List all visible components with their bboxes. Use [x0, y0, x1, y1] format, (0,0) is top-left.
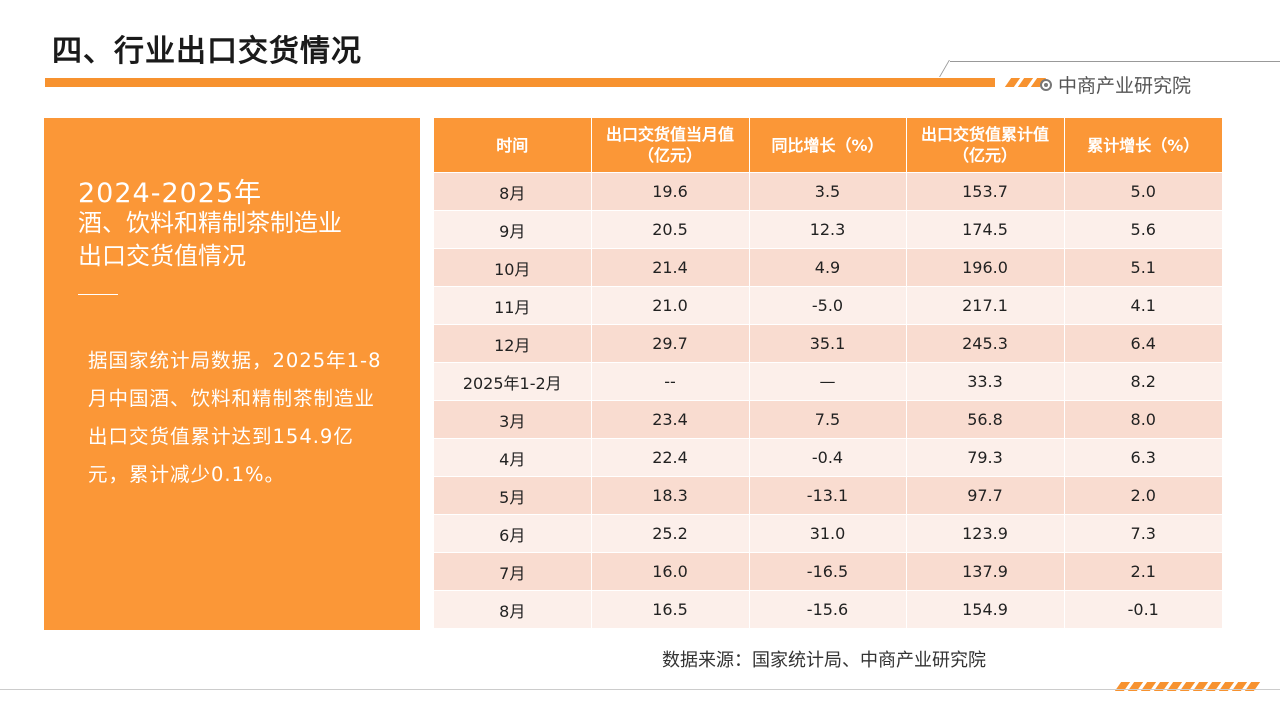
cell-time: 12月 — [434, 324, 592, 363]
cell-yoy-growth: 12.3 — [749, 210, 907, 249]
title-divider-slant — [939, 60, 950, 77]
table-row: 6月 25.2 31.0 123.9 7.3 — [434, 514, 1222, 553]
table-header-row: 时间 出口交货值当月值（亿元） 同比增长（%） 出口交货值累计值（亿元） 累计增… — [434, 118, 1222, 173]
table-row: 2025年1-2月 -- —33.3 8.2 — [434, 362, 1222, 401]
cell-yoy-growth: 35.1 — [749, 324, 907, 363]
export-data-table: 时间 出口交货值当月值（亿元） 同比增长（%） 出口交货值累计值（亿元） 累计增… — [434, 118, 1222, 628]
cell-cumulative-value: 196.0 — [906, 248, 1065, 287]
panel-year: 2024-2025年 — [78, 178, 263, 209]
panel-subtitle-line2: 出口交货值情况 — [78, 242, 246, 270]
cell-time: 8月 — [434, 590, 592, 628]
cell-yoy-growth: -16.5 — [749, 552, 907, 591]
cell-cumulative-value: 137.9 — [906, 552, 1065, 591]
cell-cumulative-growth: 8.0 — [1064, 400, 1222, 439]
header-stripe-decoration — [1004, 78, 1047, 87]
cell-monthly-value: 21.0 — [591, 286, 750, 325]
cell-yoy-growth: 31.0 — [749, 514, 907, 553]
cell-cumulative-value: 79.3 — [906, 438, 1065, 477]
title-divider-line — [950, 61, 1280, 62]
table-row: 4月 22.4 -0.4 79.3 6.3 — [434, 438, 1222, 477]
cell-cumulative-growth: 8.2 — [1064, 362, 1222, 401]
table-row: 8月 16.5 -15.6 154.9 -0.1 — [434, 590, 1222, 628]
cell-cumulative-value: 153.7 — [906, 172, 1065, 211]
table-row: 5月 18.3 -13.1 97.7 2.0 — [434, 476, 1222, 515]
cell-cumulative-value: 245.3 — [906, 324, 1065, 363]
col-header-time: 时间 — [434, 118, 592, 173]
brand-name: 中商产业研究院 — [1058, 75, 1192, 97]
panel-subtitle: 酒、饮料和精制茶制造业 出口交货值情况 — [78, 207, 342, 273]
cell-cumulative-growth: 5.1 — [1064, 248, 1222, 287]
summary-panel: 2024-2025年 酒、饮料和精制茶制造业 出口交货值情况 据国家统计局数据，… — [44, 118, 420, 630]
cell-cumulative-value: 56.8 — [906, 400, 1065, 439]
table-row: 7月 16.0 -16.5 137.9 2.1 — [434, 552, 1222, 591]
cell-cumulative-value: 154.9 — [906, 590, 1065, 628]
title-accent-bar — [45, 78, 995, 87]
cell-yoy-growth: -0.4 — [749, 438, 907, 477]
cell-monthly-value: 25.2 — [591, 514, 750, 553]
cell-cumulative-growth: 5.6 — [1064, 210, 1222, 249]
cell-monthly-value: 20.5 — [591, 210, 750, 249]
cell-yoy-growth: 3.5 — [749, 172, 907, 211]
cell-monthly-value: 22.4 — [591, 438, 750, 477]
col-header-cumulative-growth: 累计增长（%） — [1064, 118, 1222, 173]
cell-yoy-growth: 4.9 — [749, 248, 907, 287]
cell-time: 7月 — [434, 552, 592, 591]
cell-time: 4月 — [434, 438, 592, 477]
table-row: 11月 21.0 -5.0 217.1 4.1 — [434, 286, 1222, 325]
panel-body-text: 据国家统计局数据，2025年1-8月中国酒、饮料和精制茶制造业出口交货值累计达到… — [88, 349, 382, 486]
cell-cumulative-growth: 7.3 — [1064, 514, 1222, 553]
footer-divider — [0, 689, 1280, 690]
table-row: 10月 21.4 4.9 196.0 5.1 — [434, 248, 1222, 287]
cell-time: 2025年1-2月 — [434, 362, 592, 401]
table-row: 8月 19.6 3.5 153.7 5.0 — [434, 172, 1222, 211]
cell-time: 5月 — [434, 476, 592, 515]
panel-subtitle-line1: 酒、饮料和精制茶制造业 — [78, 209, 342, 237]
cell-time: 11月 — [434, 286, 592, 325]
table-row: 9月 20.5 12.3 174.5 5.6 — [434, 210, 1222, 249]
cell-cumulative-growth: 4.1 — [1064, 286, 1222, 325]
cell-cumulative-growth: -0.1 — [1064, 590, 1222, 628]
cell-cumulative-growth: 2.0 — [1064, 476, 1222, 515]
cell-time: 10月 — [434, 248, 592, 287]
brand-circle-icon — [1040, 78, 1052, 91]
table-row: 3月 23.4 7.5 56.8 8.0 — [434, 400, 1222, 439]
cell-monthly-value: 16.5 — [591, 590, 750, 628]
cell-cumulative-value: 33.3 — [906, 362, 1065, 401]
cell-cumulative-growth: 6.4 — [1064, 324, 1222, 363]
cell-monthly-value: 16.0 — [591, 552, 750, 591]
cell-monthly-value: 23.4 — [591, 400, 750, 439]
cell-monthly-value: 19.6 — [591, 172, 750, 211]
cell-time: 6月 — [434, 514, 592, 553]
col-header-monthly-value: 出口交货值当月值（亿元） — [591, 118, 750, 173]
cell-time: 8月 — [434, 172, 592, 211]
cell-yoy-growth: — — [749, 362, 907, 401]
cell-time: 3月 — [434, 400, 592, 439]
cell-yoy-growth: -5.0 — [749, 286, 907, 325]
cell-monthly-value: -- — [591, 362, 750, 401]
cell-cumulative-value: 174.5 — [906, 210, 1065, 249]
cell-cumulative-growth: 2.1 — [1064, 552, 1222, 591]
data-source-note: 数据来源：国家统计局、中商产业研究院 — [662, 650, 986, 671]
cell-time: 9月 — [434, 210, 592, 249]
brand-label: 中商产业研究院 — [1040, 71, 1191, 98]
cell-cumulative-value: 97.7 — [906, 476, 1065, 515]
cell-cumulative-value: 217.1 — [906, 286, 1065, 325]
page-title: 四、行业出口交货情况 — [52, 34, 362, 69]
col-header-yoy-growth: 同比增长（%） — [749, 118, 907, 173]
col-header-cumulative-value: 出口交货值累计值（亿元） — [906, 118, 1065, 173]
cell-yoy-growth: 7.5 — [749, 400, 907, 439]
panel-divider — [78, 294, 118, 295]
cell-monthly-value: 18.3 — [591, 476, 750, 515]
cell-monthly-value: 21.4 — [591, 248, 750, 287]
cell-yoy-growth: -15.6 — [749, 590, 907, 628]
cell-cumulative-value: 123.9 — [906, 514, 1065, 553]
cell-monthly-value: 29.7 — [591, 324, 750, 363]
cell-cumulative-growth: 5.0 — [1064, 172, 1222, 211]
cell-yoy-growth: -13.1 — [749, 476, 907, 515]
cell-cumulative-growth: 6.3 — [1064, 438, 1222, 477]
table-row: 12月 29.7 35.1 245.3 6.4 — [434, 324, 1222, 363]
